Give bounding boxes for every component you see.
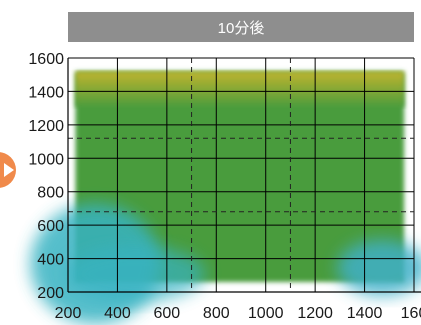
y-tick-label: 600 <box>37 218 64 235</box>
x-tick-label: 1000 <box>248 305 284 322</box>
y-tick-label: 1200 <box>28 118 64 135</box>
x-tick-label: 200 <box>55 305 82 322</box>
chart-title: 10分後 <box>68 12 414 42</box>
heatmap-field <box>30 71 421 324</box>
x-tick-label: 600 <box>154 305 181 322</box>
field-top-band <box>75 71 405 108</box>
y-tick-label: 800 <box>37 185 64 202</box>
play-arrow-icon[interactable] <box>0 152 16 188</box>
plot-frame <box>67 58 421 293</box>
y-tick-label: 1400 <box>28 84 64 101</box>
y-tick-label: 400 <box>37 252 64 269</box>
y-tick-label: 1600 <box>28 51 64 68</box>
x-tick-label: 400 <box>104 305 131 322</box>
x-tick-label: 1400 <box>347 305 383 322</box>
grid-lines <box>68 57 415 292</box>
x-tick-label: 1200 <box>297 305 333 322</box>
y-tick-label: 1000 <box>28 151 64 168</box>
x-tick-label: 160 <box>401 305 421 322</box>
y-tick-label: 200 <box>37 285 64 302</box>
field-cool-lower-right <box>337 239 421 296</box>
y-axis-ticks: 200 400 600 800 1000 1200 1400 1600 <box>28 51 64 302</box>
x-axis-ticks: 200 400 600 800 1000 1200 1400 160 <box>55 305 421 322</box>
field-cool-bottom <box>65 245 206 302</box>
x-tick-label: 800 <box>203 305 230 322</box>
